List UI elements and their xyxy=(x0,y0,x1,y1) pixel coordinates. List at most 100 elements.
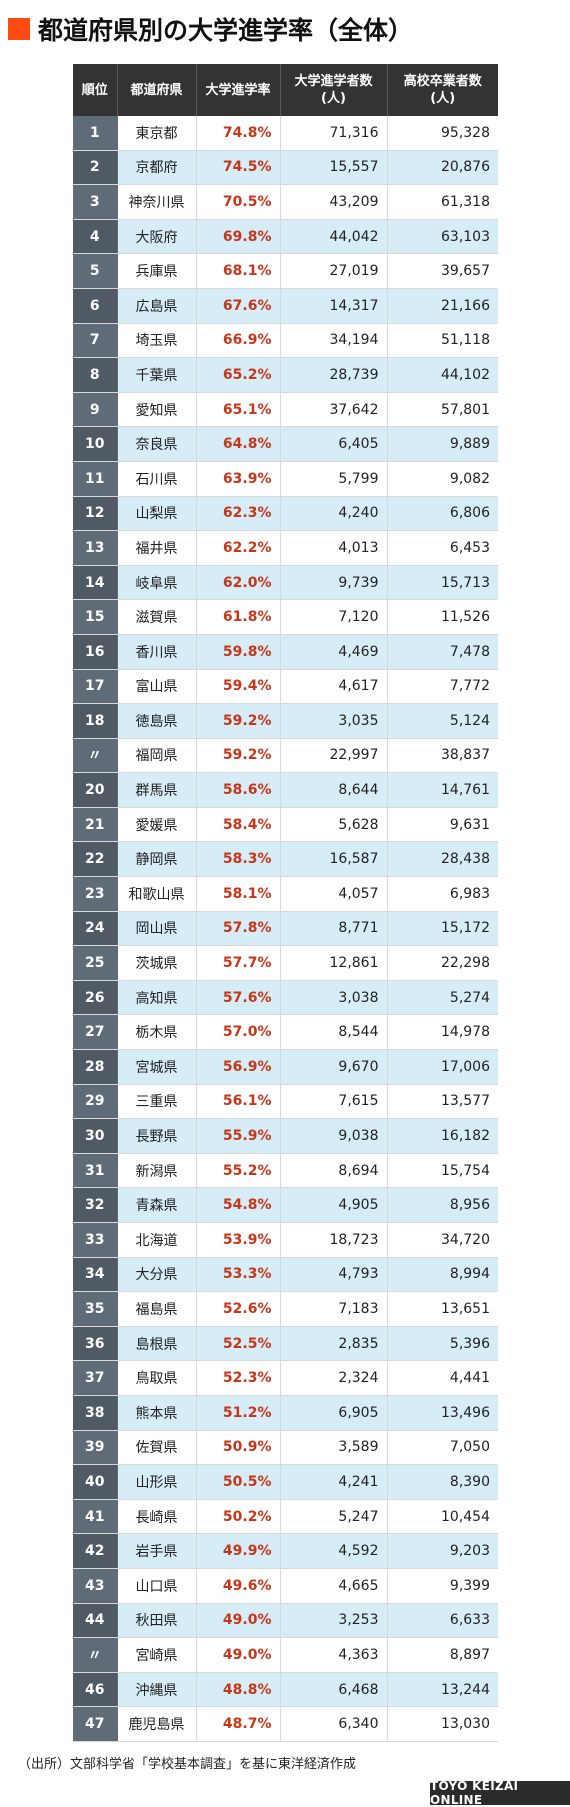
table-row: 4 大阪府 69.8% 44,042 63,103 xyxy=(73,219,498,255)
table-row: 24 岡山県 57.8% 8,771 15,172 xyxy=(73,911,498,947)
rate-cell: 68.1% xyxy=(196,253,281,289)
rate-cell: 62.3% xyxy=(196,496,281,532)
table-row: 22 静岡県 58.3% 16,587 28,438 xyxy=(73,841,498,878)
table-row: 5 兵庫県 68.1% 27,019 39,657 xyxy=(73,253,498,289)
entrants-cell: 6,405 xyxy=(280,426,388,462)
ranking-table: 順位 都道府県 大学進学率 大学進学者数 (人) 高校卒業者数 (人) 1 東京都 74.8% 7… xyxy=(73,64,498,1742)
table-row: 7 埼玉県 66.9% 34,194 51,118 xyxy=(73,323,498,359)
table-row: 42 岩手県 49.9% 4,592 9,203 xyxy=(73,1533,498,1569)
rank-cell: 〃 xyxy=(73,738,118,774)
graduates-cell: 20,876 xyxy=(387,150,498,186)
table-row: 15 滋賀県 61.8% 7,120 11,526 xyxy=(73,599,498,635)
prefecture-cell: 島根県 xyxy=(117,1326,197,1362)
table-row: 8 千葉県 65.2% 28,739 44,102 xyxy=(73,357,498,393)
header-rank: 順位 xyxy=(73,64,118,116)
graduates-cell: 9,889 xyxy=(387,426,498,462)
table-row: 12 山梨県 62.3% 4,240 6,806 xyxy=(73,496,498,532)
prefecture-cell: 宮崎県 xyxy=(117,1637,197,1673)
entrants-cell: 3,035 xyxy=(280,703,388,739)
graduates-cell: 34,720 xyxy=(387,1222,498,1258)
table-row: 47 鹿児島県 48.7% 6,340 13,030 xyxy=(73,1706,498,1742)
table-row: 41 長崎県 50.2% 5,247 10,454 xyxy=(73,1499,498,1535)
graduates-cell: 28,438 xyxy=(387,841,498,878)
prefecture-cell: 佐賀県 xyxy=(117,1430,197,1466)
graduates-cell: 11,526 xyxy=(387,599,498,635)
entrants-cell: 71,316 xyxy=(280,116,388,151)
rank-cell: 41 xyxy=(73,1499,118,1535)
rate-cell: 64.8% xyxy=(196,426,281,462)
table-body: 1 東京都 74.8% 71,316 95,328 2 京都府 74.5% 15,557 20,8… xyxy=(73,116,498,1742)
graduates-cell: 61,318 xyxy=(387,184,498,220)
prefecture-cell: 兵庫県 xyxy=(117,253,197,289)
graduates-cell: 13,496 xyxy=(387,1395,498,1431)
rate-cell: 74.8% xyxy=(196,116,281,151)
title-bar: 都道府県別の大学進学率（全体） xyxy=(8,10,563,48)
table-row: 32 青森県 54.8% 4,905 8,956 xyxy=(73,1187,498,1223)
rank-cell: 22 xyxy=(73,841,118,878)
prefecture-cell: 福岡県 xyxy=(117,738,197,774)
graduates-cell: 95,328 xyxy=(387,116,498,151)
graduates-cell: 8,897 xyxy=(387,1637,498,1673)
rank-cell: 46 xyxy=(73,1672,118,1708)
rank-cell: 10 xyxy=(73,426,118,462)
entrants-cell: 4,905 xyxy=(280,1187,388,1223)
rank-cell: 35 xyxy=(73,1291,118,1327)
prefecture-cell: 熊本県 xyxy=(117,1395,197,1431)
table-row: 39 佐賀県 50.9% 3,589 7,050 xyxy=(73,1430,498,1466)
rank-cell: 3 xyxy=(73,184,118,220)
prefecture-cell: 山梨県 xyxy=(117,496,197,532)
rank-cell: 31 xyxy=(73,1153,118,1189)
rank-cell: 9 xyxy=(73,392,118,428)
prefecture-cell: 長崎県 xyxy=(117,1499,197,1535)
rank-cell: 20 xyxy=(73,772,118,808)
table-row: 35 福島県 52.6% 7,183 13,651 xyxy=(73,1291,498,1327)
table-row: 33 北海道 53.9% 18,723 34,720 xyxy=(73,1222,498,1258)
rank-cell: 7 xyxy=(73,323,118,359)
graduates-cell: 5,396 xyxy=(387,1326,498,1362)
graduates-cell: 7,478 xyxy=(387,634,498,670)
prefecture-cell: 栃木県 xyxy=(117,1014,197,1051)
entrants-cell: 37,642 xyxy=(280,392,388,428)
rank-cell: 8 xyxy=(73,357,118,393)
rank-cell: 37 xyxy=(73,1360,118,1396)
entrants-cell: 44,042 xyxy=(280,219,388,255)
rate-cell: 55.9% xyxy=(196,1118,281,1154)
prefecture-cell: 東京都 xyxy=(117,116,197,151)
table-row: 3 神奈川県 70.5% 43,209 61,318 xyxy=(73,184,498,220)
rate-cell: 65.2% xyxy=(196,357,281,393)
rank-cell: 6 xyxy=(73,288,118,324)
header-rate: 大学進学率 xyxy=(196,64,281,116)
table-row: 29 三重県 56.1% 7,615 13,577 xyxy=(73,1084,498,1120)
entrants-cell: 8,644 xyxy=(280,772,388,808)
rank-cell: 42 xyxy=(73,1533,118,1569)
entrants-cell: 4,793 xyxy=(280,1257,388,1293)
prefecture-cell: 山形県 xyxy=(117,1464,197,1500)
rate-cell: 74.5% xyxy=(196,150,281,186)
entrants-cell: 14,317 xyxy=(280,288,388,324)
rank-cell: 23 xyxy=(73,876,118,912)
prefecture-cell: 福島県 xyxy=(117,1291,197,1327)
table-row: 11 石川県 63.9% 5,799 9,082 xyxy=(73,461,498,497)
entrants-cell: 4,469 xyxy=(280,634,388,670)
rate-cell: 65.1% xyxy=(196,392,281,428)
table-row: 13 福井県 62.2% 4,013 6,453 xyxy=(73,530,498,566)
rate-cell: 52.5% xyxy=(196,1326,281,1362)
rank-cell: 13 xyxy=(73,530,118,566)
entrants-cell: 27,019 xyxy=(280,253,388,289)
table-row: 16 香川県 59.8% 4,469 7,478 xyxy=(73,634,498,670)
table-row: 14 岐阜県 62.0% 9,739 15,713 xyxy=(73,565,498,601)
table-row: 20 群馬県 58.6% 8,644 14,761 xyxy=(73,772,498,808)
prefecture-cell: 千葉県 xyxy=(117,357,197,393)
table-header-row: 順位 都道府県 大学進学率 大学進学者数 (人) 高校卒業者数 (人) xyxy=(73,64,498,116)
graduates-cell: 44,102 xyxy=(387,357,498,393)
graduates-cell: 7,050 xyxy=(387,1430,498,1466)
rate-cell: 56.1% xyxy=(196,1084,281,1120)
rank-cell: 12 xyxy=(73,496,118,532)
rank-cell: 39 xyxy=(73,1430,118,1466)
prefecture-cell: 静岡県 xyxy=(117,841,197,878)
graduates-cell: 13,577 xyxy=(387,1084,498,1120)
entrants-cell: 5,628 xyxy=(280,807,388,843)
entrants-cell: 22,997 xyxy=(280,738,388,774)
graduates-cell: 39,657 xyxy=(387,253,498,289)
table-row: 40 山形県 50.5% 4,241 8,390 xyxy=(73,1464,498,1500)
